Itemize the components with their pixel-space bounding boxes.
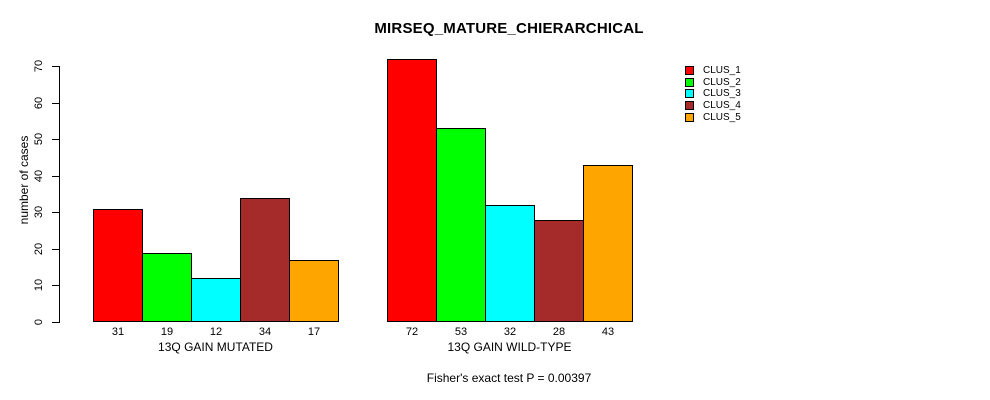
legend-label: CLUS_1 [703, 65, 741, 76]
bar [583, 165, 633, 322]
bar-value-label: 43 [601, 326, 615, 338]
y-tick-label: 10 [33, 279, 45, 292]
bar [191, 278, 241, 322]
group-label: 13Q GAIN MUTATED [158, 340, 273, 354]
y-axis-tick [52, 248, 59, 250]
legend-swatch [685, 89, 694, 99]
y-tick-label: 0 [33, 318, 45, 326]
plot-title: MIRSEQ_MATURE_CHIERARCHICAL [374, 20, 644, 37]
legend-label: CLUS_2 [703, 76, 741, 88]
y-axis-label: number of cases [17, 135, 31, 225]
bar [142, 253, 192, 322]
bar-value-label: 72 [405, 326, 419, 338]
legend-swatch [685, 101, 694, 111]
bar [387, 59, 437, 322]
y-axis-tick [52, 175, 59, 177]
y-tick-label: 50 [33, 133, 45, 146]
legend-swatch [685, 112, 694, 122]
y-axis-tick [52, 285, 59, 287]
y-axis-tick [52, 102, 59, 104]
bar [240, 198, 290, 322]
bar-value-label: 19 [160, 326, 174, 338]
bar-value-label: 53 [454, 326, 468, 338]
y-tick-label: 30 [33, 206, 45, 219]
group-label: 13Q GAIN WILD-TYPE [447, 340, 572, 354]
bar-value-label: 34 [258, 326, 272, 338]
legend-swatch [685, 66, 694, 75]
y-axis-tick [52, 66, 59, 67]
legend-label: CLUS_5 [703, 111, 741, 123]
legend-label: CLUS_4 [703, 100, 741, 112]
bar [289, 260, 339, 322]
legend-swatch [685, 77, 694, 87]
y-axis-line [59, 66, 60, 323]
bar-value-label: 32 [503, 326, 517, 338]
legend-label: CLUS_3 [703, 88, 741, 100]
y-axis-tick [52, 322, 59, 323]
y-tick-label: 20 [33, 242, 45, 255]
bar-value-label: 28 [552, 326, 566, 338]
bar [436, 128, 486, 322]
annotation-text: Fisher's exact test P = 0.00397 [426, 371, 592, 385]
y-axis-tick [52, 212, 59, 214]
y-tick-label: 60 [33, 96, 45, 109]
bar [534, 220, 584, 322]
bar-value-label: 17 [307, 326, 321, 338]
y-tick-label: 40 [33, 169, 45, 182]
bar [93, 209, 143, 322]
bar [485, 205, 535, 322]
bar-value-label: 31 [111, 326, 125, 338]
y-tick-label: 70 [33, 59, 45, 73]
bar-value-label: 12 [209, 326, 223, 338]
y-axis-tick [52, 139, 59, 141]
